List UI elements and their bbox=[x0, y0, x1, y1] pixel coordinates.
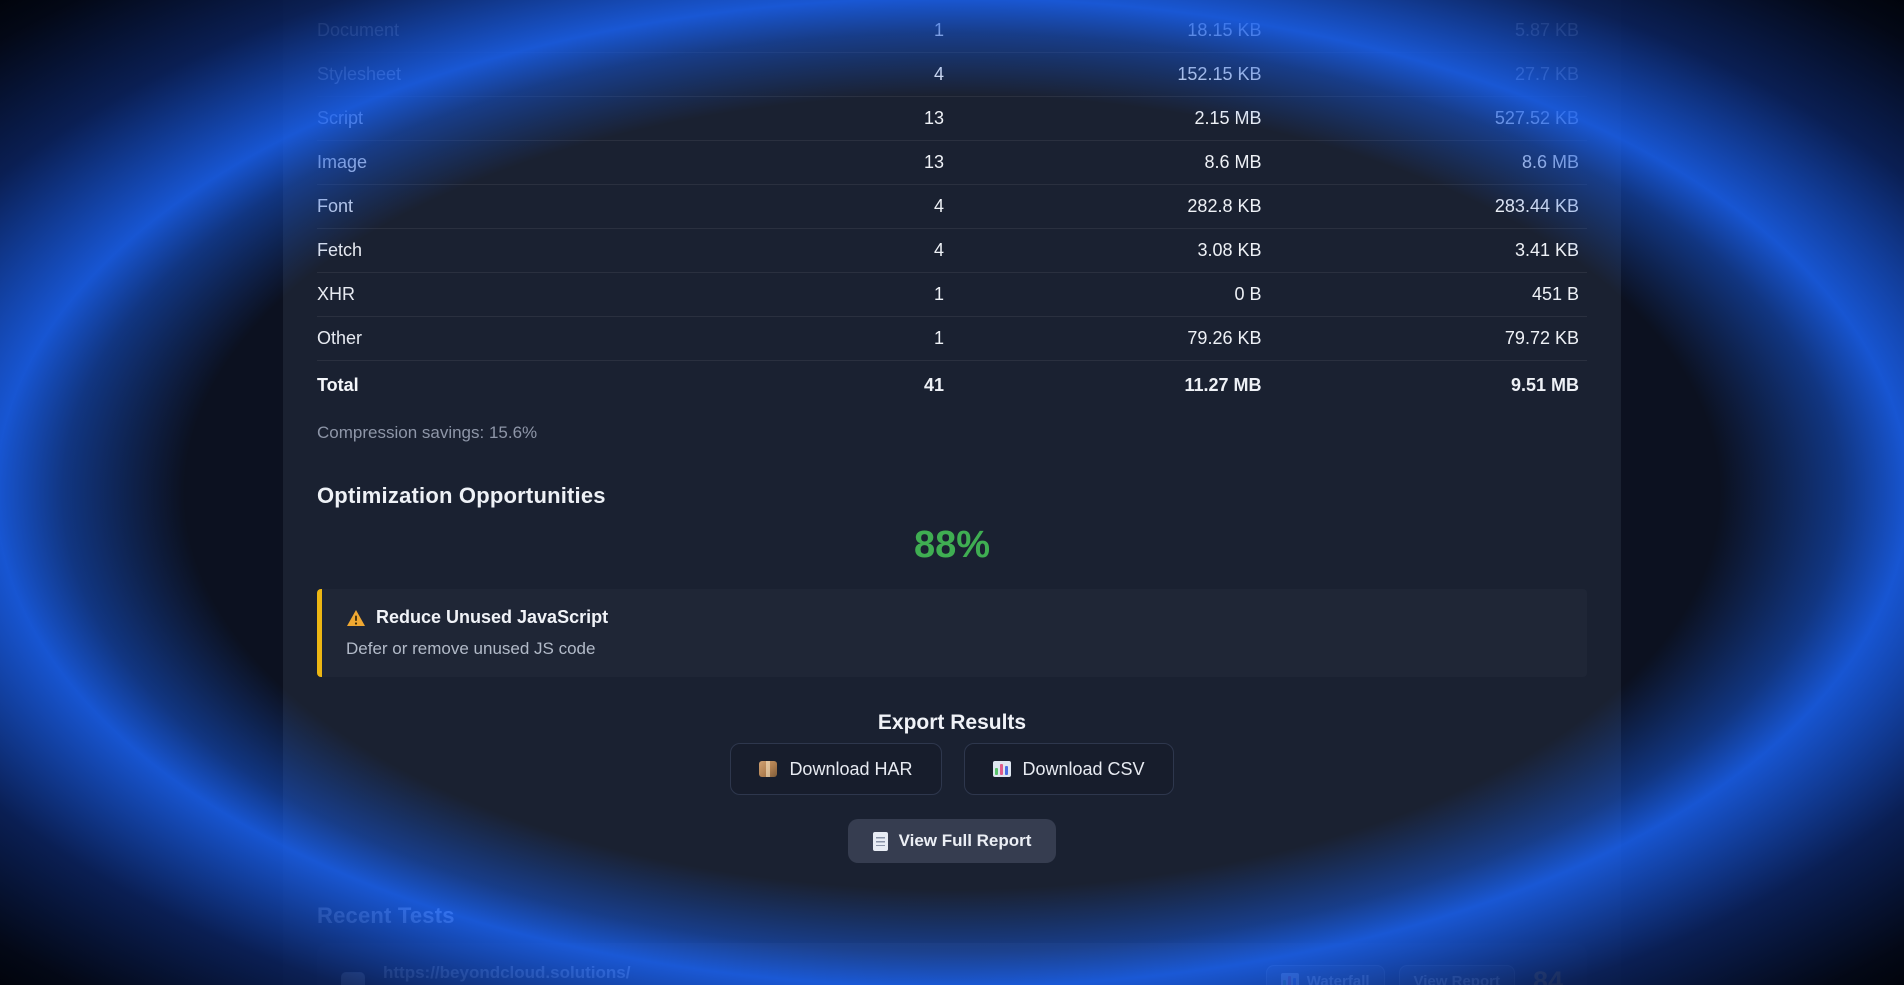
total-size: 11.27 MB bbox=[1184, 374, 1262, 395]
resource-type: Fetch bbox=[317, 240, 363, 260]
resource-compressed-size: 79.72 KB bbox=[1504, 328, 1579, 348]
table-row: Document 1 18.15 KB 5.87 KB bbox=[317, 9, 1587, 53]
recent-test-info: https://beyondcloud.solutions/ 12/28/202… bbox=[341, 963, 1266, 985]
table-row: Other 1 79.26 KB 79.72 KB bbox=[317, 317, 1587, 361]
optimization-score: 88% bbox=[913, 524, 991, 566]
recent-test-checkbox[interactable] bbox=[341, 972, 365, 985]
total-compressed-size: 9.51 MB bbox=[1510, 374, 1579, 395]
recent-test-item: https://beyondcloud.solutions/ 12/28/202… bbox=[317, 943, 1587, 985]
resource-size: 18.15 KB bbox=[1187, 20, 1262, 40]
download-csv-button[interactable]: Download CSV bbox=[963, 743, 1174, 795]
resource-compressed-size: 3.41 KB bbox=[1514, 240, 1579, 260]
resource-type: Font bbox=[317, 196, 354, 216]
resource-compressed-size: 283.44 KB bbox=[1494, 196, 1579, 216]
view-full-report-row: View Full Report bbox=[317, 819, 1587, 863]
resource-size: 79.26 KB bbox=[1187, 328, 1262, 348]
resource-type: Image bbox=[317, 152, 368, 172]
view-full-report-label: View Full Report bbox=[898, 831, 1032, 850]
optimization-warning-card: Reduce Unused JavaScript Defer or remove… bbox=[317, 589, 1587, 677]
download-csv-label: Download CSV bbox=[1022, 758, 1145, 779]
table-row: Fetch 4 3.08 KB 3.41 KB bbox=[317, 229, 1587, 273]
compression-savings-note: Compression savings: 15.6% bbox=[317, 423, 538, 442]
resource-count: 4 bbox=[933, 196, 944, 216]
resource-count: 13 bbox=[923, 152, 944, 172]
resource-type: Script bbox=[317, 108, 364, 128]
table-row: Stylesheet 4 152.15 KB 27.7 KB bbox=[317, 53, 1587, 97]
resource-type: Stylesheet bbox=[317, 64, 402, 84]
table-row: XHR 1 0 B 451 B bbox=[317, 273, 1587, 317]
package-icon bbox=[759, 761, 778, 777]
warning-title: Reduce Unused JavaScript bbox=[376, 607, 609, 627]
recent-test-actions: Waterfall View Report 84 bbox=[1265, 965, 1563, 985]
warning-triangle-icon bbox=[347, 609, 365, 626]
resource-compressed-size: 8.6 MB bbox=[1521, 152, 1579, 172]
bar-chart-icon bbox=[992, 761, 1011, 777]
resource-type: Other bbox=[317, 328, 363, 348]
warning-description: Defer or remove unused JS code bbox=[346, 639, 596, 658]
resource-count: 4 bbox=[933, 64, 944, 84]
table-total-row: Total 41 11.27 MB 9.51 MB bbox=[317, 361, 1587, 409]
warning-title-row: Reduce Unused JavaScript bbox=[346, 607, 1563, 628]
resource-size: 0 B bbox=[1234, 284, 1262, 304]
resource-size: 2.15 MB bbox=[1194, 108, 1262, 128]
resource-compressed-size: 5.87 KB bbox=[1514, 20, 1579, 40]
resource-size: 152.15 KB bbox=[1177, 64, 1262, 84]
resource-count: 1 bbox=[933, 328, 944, 348]
resource-size: 8.6 MB bbox=[1204, 152, 1262, 172]
resource-type: XHR bbox=[317, 284, 356, 304]
table-row: Script 13 2.15 MB 527.52 KB bbox=[317, 97, 1587, 141]
bar-chart-icon bbox=[1280, 973, 1299, 985]
document-icon bbox=[872, 831, 888, 851]
resource-size: 282.8 KB bbox=[1187, 196, 1262, 216]
resource-compressed-size: 527.52 KB bbox=[1494, 108, 1579, 128]
waterfall-label: Waterfall bbox=[1306, 972, 1370, 985]
table-row: Font 4 282.8 KB 283.44 KB bbox=[317, 185, 1587, 229]
export-heading: Export Results bbox=[877, 711, 1027, 734]
total-label: Total bbox=[317, 374, 359, 395]
view-report-button[interactable]: View Report bbox=[1398, 965, 1515, 985]
export-buttons-row: Download HAR Download CSV bbox=[317, 743, 1587, 795]
recent-tests-heading: Recent Tests bbox=[317, 903, 455, 928]
table-row: Image 13 8.6 MB 8.6 MB bbox=[317, 141, 1587, 185]
optimization-heading: Optimization Opportunities bbox=[317, 483, 606, 508]
download-har-button[interactable]: Download HAR bbox=[730, 743, 942, 795]
download-har-label: Download HAR bbox=[789, 758, 913, 779]
report-panel: Document 1 18.15 KB 5.87 KB Stylesheet 4… bbox=[283, 0, 1621, 985]
view-full-report-button[interactable]: View Full Report bbox=[847, 819, 1057, 863]
resource-count: 1 bbox=[933, 20, 944, 40]
resource-breakdown-table: Document 1 18.15 KB 5.87 KB Stylesheet 4… bbox=[317, 9, 1587, 409]
view-report-label: View Report bbox=[1413, 972, 1500, 985]
resource-size: 3.08 KB bbox=[1197, 240, 1262, 260]
resource-count: 4 bbox=[933, 240, 944, 260]
resource-compressed-size: 451 B bbox=[1531, 284, 1579, 304]
recent-test-text: https://beyondcloud.solutions/ 12/28/202… bbox=[383, 963, 642, 985]
performance-score-badge: 84 bbox=[1532, 965, 1563, 985]
resource-count: 1 bbox=[933, 284, 944, 304]
resource-compressed-size: 27.7 KB bbox=[1514, 64, 1579, 84]
resource-count: 13 bbox=[923, 108, 944, 128]
resource-type: Document bbox=[317, 20, 400, 40]
recent-test-url-link[interactable]: https://beyondcloud.solutions/ bbox=[383, 963, 631, 982]
total-count: 41 bbox=[923, 374, 944, 395]
waterfall-button[interactable]: Waterfall bbox=[1265, 965, 1385, 985]
